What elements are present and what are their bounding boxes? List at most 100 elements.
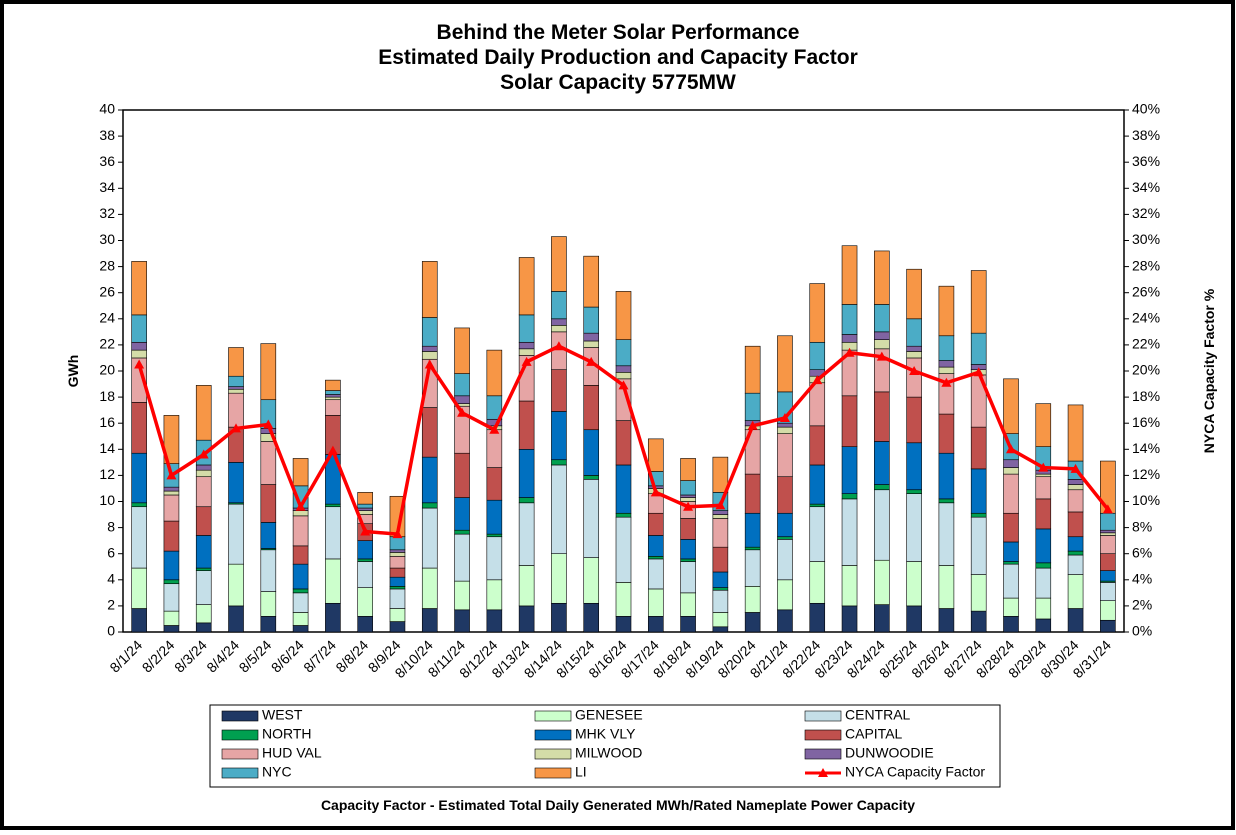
bar-segment	[421, 456, 438, 504]
line-marker	[295, 501, 306, 511]
bar-segment	[906, 442, 922, 491]
legend-label: MHK VLY	[575, 726, 636, 742]
bar-segment	[325, 379, 341, 391]
bar-segment	[1067, 511, 1084, 538]
bar-segment	[551, 464, 567, 554]
bar-segment	[228, 503, 244, 565]
y2-tick-label: 32%	[1132, 205, 1160, 221]
bar-segment	[1003, 473, 1019, 514]
bar-segment	[1100, 512, 1116, 531]
legend-label: LI	[575, 764, 587, 780]
y2-tick-label: 36%	[1132, 153, 1160, 169]
bar-segment	[680, 539, 696, 560]
legend-label: HUD VAL	[262, 745, 322, 761]
y2-tick-label: 12%	[1132, 466, 1160, 482]
bar-segment	[712, 456, 729, 493]
bar-segment	[551, 291, 567, 320]
bar-segment	[906, 318, 922, 347]
bar-segment	[325, 506, 341, 560]
bar-segment	[486, 579, 503, 611]
line-marker	[360, 526, 371, 536]
bar-segment	[647, 588, 664, 617]
bar-segment	[970, 332, 987, 365]
bar-segment	[906, 351, 922, 359]
bar-segment	[389, 552, 406, 557]
y2-tick-label: 6%	[1132, 544, 1152, 560]
bar-segment	[583, 255, 600, 308]
bar-segment	[1003, 561, 1019, 565]
y2-tick-label: 30%	[1132, 231, 1160, 247]
bar-segment	[163, 583, 180, 612]
bar-segment	[551, 459, 567, 466]
bar-segment	[260, 591, 277, 617]
bar-segment	[777, 426, 793, 434]
bar-segment	[712, 546, 729, 573]
bar-segment	[1100, 582, 1116, 601]
bar-segment	[1100, 619, 1116, 633]
bar-segment	[583, 332, 600, 342]
legend-swatch	[804, 729, 842, 741]
bar-segment	[615, 420, 632, 466]
bar-segment	[228, 392, 244, 428]
bar-segment	[809, 341, 826, 370]
bar-segment	[583, 340, 600, 348]
y-tick-label: 2	[107, 597, 115, 613]
bar-segment	[292, 612, 309, 626]
line-marker	[844, 347, 855, 357]
bar-segment	[1003, 459, 1019, 468]
bar-segment	[647, 558, 664, 590]
bar-segment	[486, 536, 503, 581]
bar-segment	[712, 510, 729, 515]
y-tick-label: 8	[107, 518, 115, 534]
bar-segment	[163, 625, 180, 633]
bar-segment	[195, 476, 212, 508]
y2-tick-label: 4%	[1132, 571, 1152, 587]
bar-segment	[357, 561, 373, 588]
bar-segment	[970, 426, 987, 470]
bar-segment	[486, 429, 503, 468]
bar-segment	[906, 605, 922, 633]
bar-segment	[131, 452, 147, 504]
y-tick-label: 16	[99, 414, 115, 430]
bar-segment	[228, 375, 244, 387]
bar-segment	[357, 507, 373, 511]
bar-segment	[292, 510, 309, 517]
bar-segment	[647, 556, 664, 560]
y-tick-label: 26	[99, 283, 115, 299]
bar-segment	[1100, 529, 1116, 534]
chart-title: Solar Capacity 5775MW	[500, 71, 736, 94]
bar-segment	[583, 557, 600, 604]
bar-segment	[486, 533, 503, 538]
bar-segment	[292, 563, 309, 590]
bar-segment	[454, 580, 470, 611]
bar-segment	[938, 366, 955, 374]
bar-segment	[518, 348, 535, 356]
bar-segment	[131, 608, 147, 633]
bar-segment	[712, 518, 729, 548]
bar-segment	[938, 502, 955, 566]
bar-segment	[357, 492, 373, 505]
legend-label: MILWOOD	[575, 745, 642, 761]
line-marker	[392, 529, 403, 539]
bar-segment	[454, 373, 470, 397]
y-tick-label: 34	[99, 179, 115, 195]
bar-segment	[874, 339, 890, 350]
y2-tick-label: 38%	[1132, 127, 1160, 143]
bar-segment	[712, 626, 729, 633]
legend-swatch	[221, 710, 259, 722]
bar-segment	[680, 558, 696, 562]
y-tick-label: 0	[107, 623, 115, 639]
bar-segment	[518, 565, 535, 607]
bar-segment	[421, 567, 438, 609]
bar-segment	[874, 559, 890, 605]
legend-label: CENTRAL	[845, 707, 911, 723]
bar-segment	[454, 452, 470, 498]
y-tick-label: 6	[107, 544, 115, 560]
bar-segment	[325, 602, 341, 633]
bar-segment	[228, 563, 244, 607]
bar-segment	[551, 318, 567, 326]
bar-segment	[292, 592, 309, 613]
bar-segment	[744, 345, 761, 394]
y-tick-label: 4	[107, 571, 115, 587]
bar-segment	[325, 394, 341, 398]
